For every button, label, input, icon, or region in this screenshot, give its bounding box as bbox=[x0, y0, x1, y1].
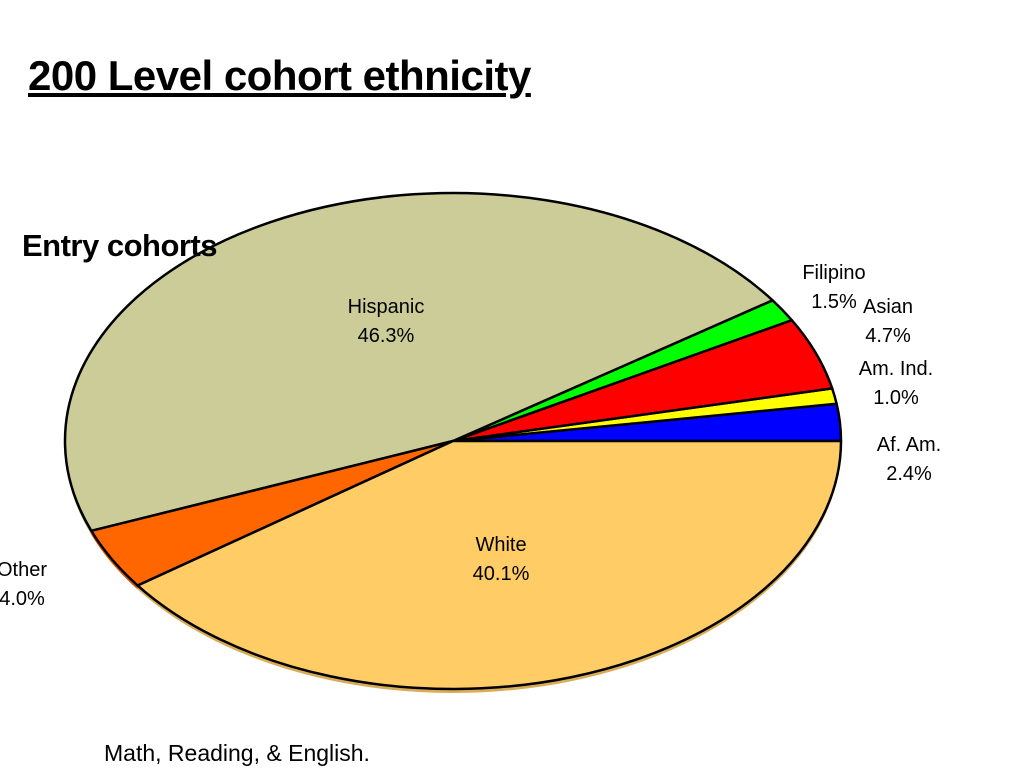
slice-label-name: Af. Am. bbox=[876, 434, 942, 456]
slice-label-filipino: Filipino 1.5% bbox=[802, 259, 865, 317]
slice-label-value: 4.7% bbox=[865, 325, 911, 347]
slice-label-other: Other 4.0% bbox=[0, 556, 47, 614]
slice-label-af-am: Af. Am. 2.4% bbox=[877, 431, 941, 489]
pie-slice-hispanic bbox=[63, 191, 774, 533]
pie-slice-white bbox=[136, 439, 843, 691]
slice-label-value: 46.3% bbox=[357, 325, 415, 347]
slice-label-value: 40.1% bbox=[472, 563, 530, 585]
slice-label-white: White 40.1% bbox=[473, 531, 530, 589]
slice-label-value: 1.0% bbox=[873, 387, 919, 409]
slice-label-asian: Asian 4.7% bbox=[863, 293, 913, 351]
slice-label-value: 2.4% bbox=[886, 463, 932, 485]
slide-title: 200 Level cohort ethnicity bbox=[28, 52, 531, 99]
slice-label-name: Asian bbox=[862, 296, 914, 318]
slice-label-value: 4.0% bbox=[0, 588, 45, 610]
slice-label-value: 1.5% bbox=[811, 291, 857, 313]
slice-label-name: Filipino bbox=[802, 262, 866, 284]
slice-label-name: Am. Ind. bbox=[858, 358, 934, 380]
footer-text: Math, Reading, & English. bbox=[104, 740, 370, 766]
slice-label-hispanic: Hispanic 46.3% bbox=[348, 293, 425, 351]
slice-label-name: White bbox=[475, 534, 527, 556]
slice-label-am-ind: Am. Ind. 1.0% bbox=[859, 355, 933, 413]
slice-label-name: Other bbox=[0, 559, 48, 581]
slice-label-name: Hispanic bbox=[347, 296, 425, 318]
chart-subtitle: Entry cohorts bbox=[22, 228, 218, 263]
